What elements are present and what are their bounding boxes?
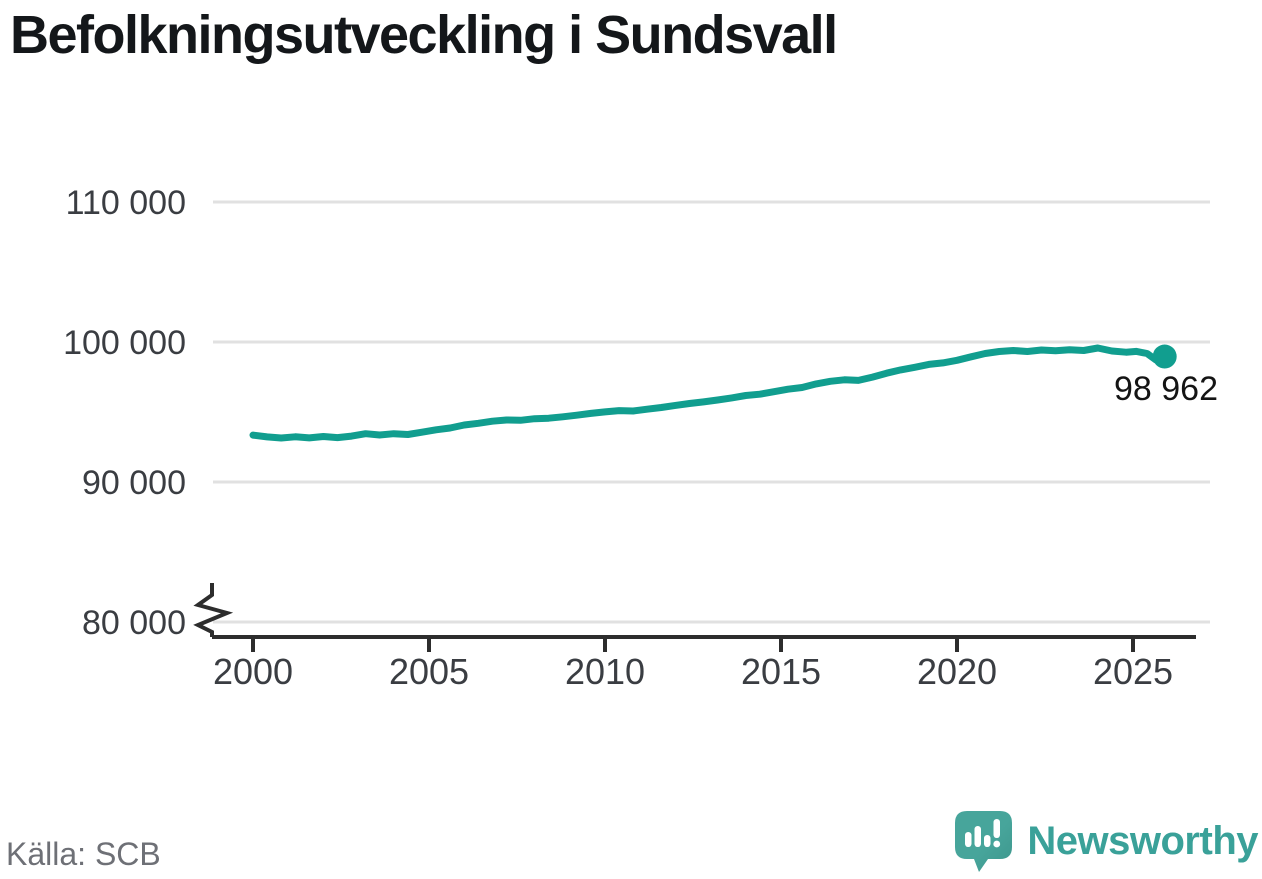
brand-name: Newsworthy	[1027, 819, 1258, 863]
brand-lockup: Newsworthy	[954, 810, 1258, 873]
x-tick-label: 2005	[389, 651, 469, 692]
population-line	[249, 344, 1169, 442]
x-axis-labels: 2000 2005 2010 2015 2020 2025	[213, 651, 1173, 692]
newsworthy-speech-bubble-chart-icon	[955, 811, 1013, 872]
y-axis-labels: 110 000 100 000 90 000 80 000	[63, 184, 186, 642]
x-tick-label: 2015	[741, 651, 821, 692]
x-tick-label: 2010	[565, 651, 645, 692]
chart-title: Befolkningsutveckling i Sundsvall	[10, 5, 838, 65]
last-value-annotation: 98 962	[1114, 370, 1218, 408]
y-tick-label: 90 000	[82, 464, 186, 502]
y-tick-label: 110 000	[66, 184, 186, 222]
x-tick-label: 2020	[917, 651, 997, 692]
x-tick-label: 2000	[213, 651, 293, 692]
last-value-dot	[1152, 344, 1177, 369]
axis-break-squiggle	[193, 583, 234, 637]
x-tick-label: 2025	[1093, 651, 1173, 692]
source-label: Källa: SCB	[6, 836, 161, 872]
y-axis-break-icon	[193, 583, 234, 637]
last-value-label: 98 962	[1114, 370, 1218, 408]
x-axis	[212, 635, 1196, 652]
series-line	[249, 344, 1177, 442]
y-tick-label: 80 000	[82, 604, 186, 642]
y-tick-label: 100 000	[63, 324, 186, 362]
gridlines	[213, 200, 1210, 624]
